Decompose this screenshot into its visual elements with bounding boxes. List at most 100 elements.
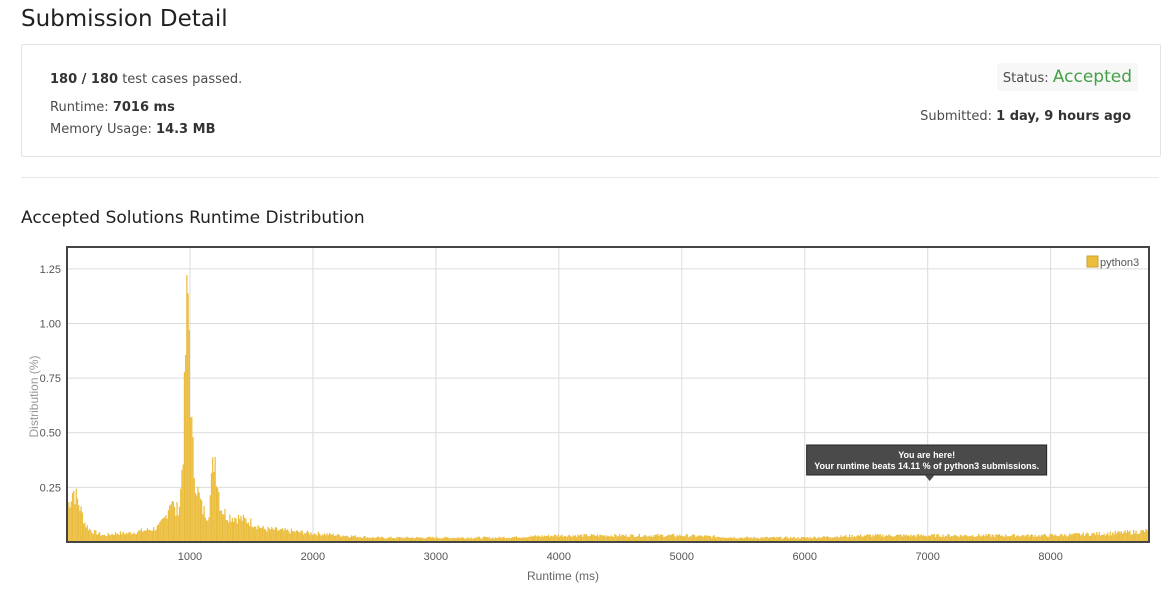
histogram-bar — [867, 535, 868, 542]
histogram-bar — [137, 532, 138, 542]
histogram-bar — [240, 516, 241, 542]
histogram-bar — [1123, 532, 1124, 542]
submitted-label: Submitted: — [920, 109, 996, 124]
histogram-bar — [307, 531, 308, 542]
histogram-bar — [1135, 531, 1136, 542]
histogram-bar — [338, 534, 339, 542]
histogram-bar — [906, 534, 907, 542]
histogram-bar — [1074, 533, 1075, 542]
histogram-bar — [206, 520, 207, 542]
histogram-bar — [121, 534, 122, 542]
histogram-bar — [1085, 534, 1086, 542]
histogram-bar — [1073, 534, 1074, 542]
histogram-bar — [254, 527, 255, 542]
histogram-bar — [1138, 534, 1139, 542]
histogram-bar — [1013, 534, 1014, 542]
status-value[interactable]: Accepted — [1053, 67, 1132, 87]
section-divider — [21, 177, 1159, 178]
histogram-bar — [203, 506, 204, 542]
histogram-bar — [1005, 534, 1006, 542]
histogram-bar — [694, 535, 695, 542]
legend-swatch — [1087, 256, 1098, 267]
page-title: Submission Detail — [21, 6, 228, 32]
histogram-bar — [840, 535, 841, 542]
histogram-bar — [1121, 531, 1122, 542]
histogram-bar — [896, 535, 897, 542]
histogram-bar — [296, 531, 297, 542]
histogram-bar — [98, 534, 99, 542]
histogram-bar — [1091, 534, 1092, 542]
histogram-bar — [276, 528, 277, 542]
histogram-bar — [869, 534, 870, 542]
histogram-bar — [328, 535, 329, 542]
histogram-bar — [554, 535, 555, 542]
histogram-bar — [287, 529, 288, 542]
histogram-bar — [112, 535, 113, 542]
histogram-bar — [130, 532, 131, 542]
memory-value: 14.3 MB — [156, 122, 215, 137]
histogram-bar — [963, 535, 964, 542]
histogram-bar — [101, 535, 102, 542]
histogram-bar — [872, 535, 873, 542]
histogram-bar — [73, 491, 74, 542]
histogram-bar — [1117, 532, 1118, 542]
histogram-bar — [978, 534, 979, 542]
submission-summary-panel: 180 / 180 test cases passed. Runtime: 70… — [21, 44, 1161, 157]
histogram-bar — [224, 509, 225, 542]
histogram-bar — [85, 527, 86, 542]
histogram-bar — [272, 529, 273, 542]
histogram-bar — [548, 535, 549, 542]
histogram-bar — [125, 534, 126, 542]
histogram-bar — [1094, 533, 1095, 542]
histogram-bar — [258, 525, 259, 542]
histogram-bar — [208, 517, 209, 542]
histogram-bar — [288, 531, 289, 542]
histogram-bar — [200, 499, 201, 542]
histogram-bar — [623, 535, 624, 542]
histogram-bar — [580, 535, 581, 542]
chart-svg[interactable]: 1000 2000 3000 4000 5000 6000 7000 8000 0.25 0.50… — [0, 240, 1176, 584]
histogram-bar — [195, 493, 196, 542]
runtime-distribution-chart[interactable]: 1000 2000 3000 4000 5000 6000 7000 8000 0.25 0.50… — [0, 240, 1176, 584]
histogram-bar — [1017, 535, 1018, 542]
histogram-bar — [242, 521, 243, 542]
histogram-bar — [167, 519, 168, 542]
histogram-bar — [141, 528, 142, 542]
y-tick-label: 0.50 — [40, 428, 61, 440]
histogram-bar — [1088, 533, 1089, 542]
histogram-bar — [146, 530, 147, 542]
x-axis-label: Runtime (ms) — [527, 569, 599, 583]
histogram-bar — [326, 533, 327, 542]
histogram-bar — [99, 532, 100, 542]
histogram-bar — [266, 532, 267, 542]
y-tick-label: 1.25 — [40, 264, 61, 276]
histogram-bar — [308, 532, 309, 542]
histogram-bar — [318, 532, 319, 542]
y-axis-label: Distribution (%) — [27, 355, 41, 437]
histogram-bar — [218, 492, 219, 542]
histogram-bar — [108, 533, 109, 542]
histogram-bar — [202, 514, 203, 542]
histogram-bar — [966, 535, 967, 542]
histogram-bar — [250, 518, 251, 542]
histogram-bar — [934, 534, 935, 542]
histogram-bar — [625, 534, 626, 542]
histogram-bar — [226, 520, 227, 542]
histogram-bar — [77, 498, 78, 542]
histogram-bar — [162, 519, 163, 542]
histogram-bar — [232, 518, 233, 542]
histogram-bar — [1111, 535, 1112, 542]
histogram-bar — [1086, 532, 1087, 542]
histogram-bar — [558, 535, 559, 542]
histogram-bar — [164, 517, 165, 542]
histogram-bar — [592, 535, 593, 542]
histogram-bar — [1107, 533, 1108, 542]
histogram-bar — [685, 534, 686, 542]
histogram-bar — [1145, 529, 1146, 542]
histogram-bar — [1022, 535, 1023, 542]
histogram-bar — [633, 535, 634, 542]
histogram-bar — [983, 535, 984, 542]
histogram-bar — [286, 530, 287, 542]
histogram-bar — [231, 522, 232, 542]
histogram-bar — [942, 534, 943, 542]
